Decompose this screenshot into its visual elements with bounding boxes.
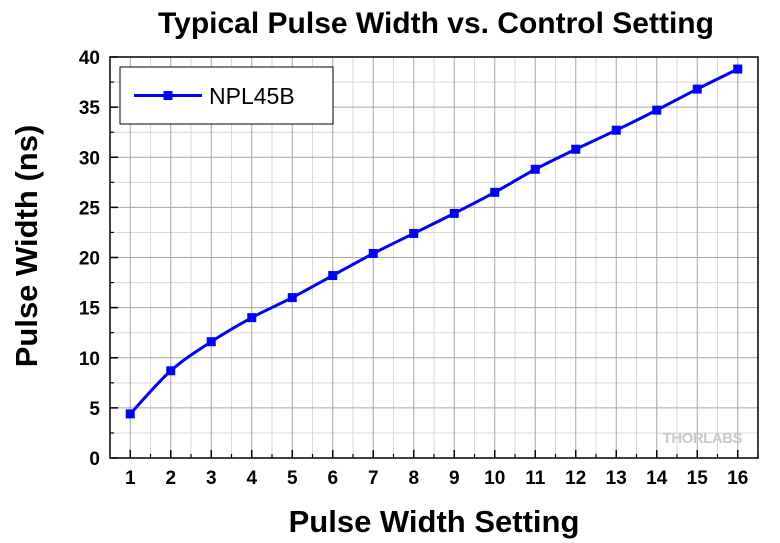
y-tick-label: 15 (79, 299, 101, 320)
y-tick-label: 30 (79, 148, 100, 169)
y-tick-label: 20 (79, 249, 100, 270)
data-point (125, 409, 135, 419)
x-tick-label: 16 (727, 468, 748, 489)
thorlabs-watermark: THORLABS (663, 430, 743, 447)
x-tick-label: 4 (246, 468, 257, 489)
data-point (652, 105, 662, 115)
data-point (166, 366, 176, 376)
x-tick-label: 12 (565, 468, 586, 489)
data-point (611, 125, 621, 135)
x-axis-title: Pulse Width Setting (289, 504, 580, 539)
x-tick-label: 13 (606, 468, 627, 489)
x-tick-label: 11 (525, 468, 546, 489)
data-point (328, 271, 338, 281)
y-tick-label: 40 (79, 48, 100, 69)
grid-lines (110, 57, 759, 458)
series-line (129, 67, 739, 415)
x-tick-label: 6 (327, 468, 338, 489)
axis-ticks (110, 56, 759, 459)
x-axis-tick-labels: 1 2 3 4 5 6 7 8 9 10 11 12 13 14 15 16 (125, 468, 748, 489)
data-point (449, 208, 459, 218)
y-axis-title: Pulse Width (ns) (9, 125, 44, 368)
y-tick-label: 0 (89, 449, 100, 470)
x-tick-label: 3 (206, 468, 217, 489)
x-tick-label: 15 (687, 468, 709, 489)
y-tick-label: 25 (79, 198, 101, 219)
data-point (530, 164, 540, 174)
data-point (206, 337, 216, 347)
y-tick-label: 5 (89, 399, 100, 420)
data-point (490, 187, 500, 197)
x-tick-label: 7 (368, 468, 379, 489)
legend-marker-sample (163, 91, 173, 100)
y-tick-label: 10 (79, 349, 100, 370)
data-point (692, 84, 702, 94)
y-axis-tick-labels: 0 5 10 15 20 25 30 35 40 (79, 48, 101, 470)
data-point (368, 248, 378, 258)
x-tick-label: 2 (165, 468, 176, 489)
x-tick-label: 8 (408, 468, 419, 489)
data-point (409, 228, 419, 238)
legend: NPL45B (119, 66, 334, 125)
y-tick-label: 35 (79, 98, 101, 119)
data-point (733, 64, 743, 74)
x-tick-label: 9 (449, 468, 460, 489)
data-point (571, 144, 581, 154)
data-point (287, 293, 297, 303)
series-layer (125, 64, 743, 419)
x-tick-label: 5 (287, 468, 298, 489)
x-tick-label: 1 (125, 468, 136, 489)
legend-label: NPL45B (209, 83, 295, 109)
chart-title: Typical Pulse Width vs. Control Setting (158, 7, 714, 40)
x-tick-label: 14 (646, 468, 668, 489)
data-point (247, 313, 257, 323)
x-tick-label: 10 (484, 468, 505, 489)
